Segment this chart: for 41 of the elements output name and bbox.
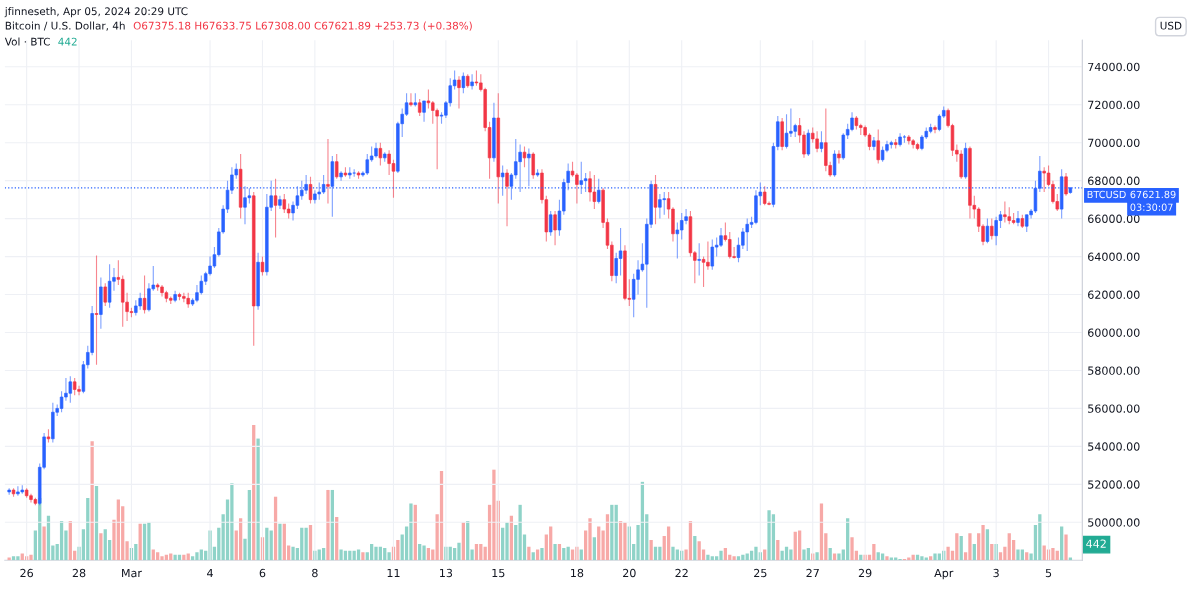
x-tick-label: 26 <box>20 568 34 578</box>
x-tick-label: 18 <box>571 568 584 578</box>
annotation: 442 <box>58 37 77 46</box>
y-tick-label: 64000.00 <box>1088 252 1140 261</box>
x-tick-label: 8 <box>312 568 318 578</box>
y-tick-label: 68000.00 <box>1088 176 1140 186</box>
y-tick-label: 66000.00 <box>1088 214 1140 223</box>
y-tick-label: 74000.00 <box>1088 62 1140 72</box>
x-tick-label: 5 <box>1045 568 1052 578</box>
x-tick-label: 15 <box>492 568 505 578</box>
y-tick-label: 58000.00 <box>1088 366 1140 375</box>
y-tick-label: 50000.00 <box>1088 518 1140 527</box>
y-tick-label: 62000.00 <box>1088 290 1140 299</box>
y-tick-label: 70000.00 <box>1088 138 1140 148</box>
x-tick-label: 6 <box>259 568 266 578</box>
x-tick-label: 3 <box>993 568 999 578</box>
chart-title: Vol · BTC <box>4 37 50 46</box>
text: USD <box>1160 21 1182 30</box>
y-tick-label: 72000.00 <box>1088 100 1140 110</box>
y-tick-label: 54000.00 <box>1088 442 1140 451</box>
chart-subtitle: O67375.18 H67633.75 L67308.00 C67621.89 +253.73 (+0.38%) <box>133 21 472 31</box>
x-tick-label: 22 <box>675 568 688 578</box>
ref-line-label: BTCUSD <box>1087 190 1126 199</box>
y-tick-label: 56000.00 <box>1088 404 1140 413</box>
x-tick-label: 20 <box>623 568 636 578</box>
text: 67621.89 <box>1130 190 1176 199</box>
x-tick-label: Apr <box>934 568 954 580</box>
chart-title: Bitcoin / U.S. Dollar, 4h <box>5 21 125 31</box>
x-tick-label: 27 <box>806 568 819 578</box>
text: 442 <box>1086 539 1106 548</box>
y-tick-label: 60000.00 <box>1088 328 1140 337</box>
text: jfinneseth, Apr 05, 2024 20:29 UTC <box>4 7 188 18</box>
x-tick-label: 11 <box>387 568 400 578</box>
y-tick-label: 52000.00 <box>1088 480 1140 489</box>
x-tick-label: 29 <box>858 568 872 578</box>
x-tick-label: 28 <box>72 568 86 578</box>
x-tick-label: 4 <box>207 568 213 578</box>
text: 03:30:07 <box>1130 203 1173 211</box>
x-tick-label: 13 <box>440 568 453 578</box>
x-tick-label: 25 <box>754 568 767 578</box>
x-tick-label: Mar <box>122 568 142 578</box>
